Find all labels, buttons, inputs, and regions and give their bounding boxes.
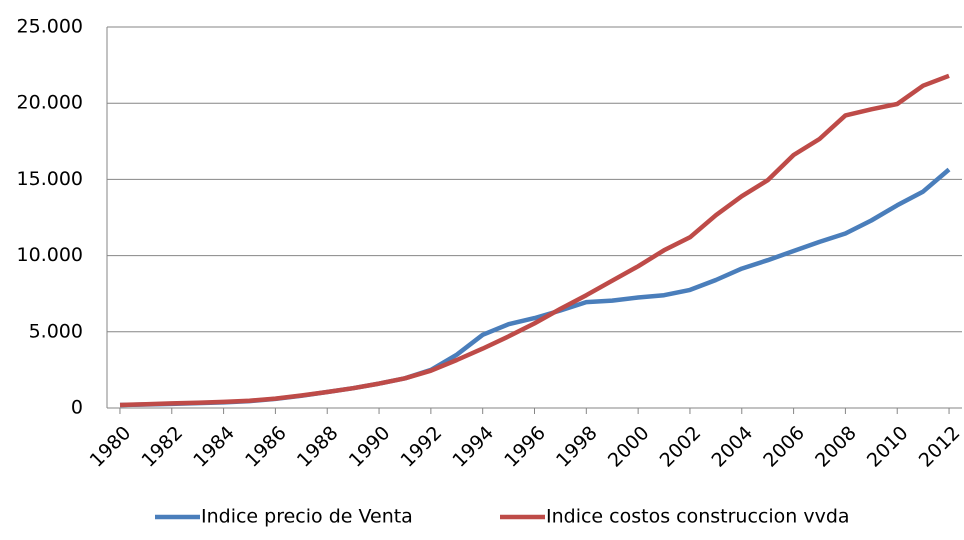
series-line: [119, 73, 950, 408]
x-tick-label: 2008: [811, 422, 861, 472]
y-tick-label: 0: [71, 397, 83, 419]
y-tick-label: 5.000: [29, 320, 83, 342]
x-tick-label: 2012: [915, 422, 964, 472]
y-tick-label: 20.000: [17, 92, 83, 114]
x-tick-label: 2002: [656, 422, 706, 472]
x-tick-label: 2010: [863, 422, 913, 472]
x-tick-label: 1984: [189, 422, 239, 472]
y-tick-label: 25.000: [17, 16, 83, 38]
x-tick-label: 1980: [86, 422, 136, 472]
x-tick-label: 2006: [759, 422, 809, 472]
series-line: [119, 167, 951, 408]
x-tick-label: 2000: [604, 422, 654, 472]
x-tick-label: 1988: [293, 422, 343, 472]
y-tick-label: 10.000: [17, 244, 83, 266]
x-tick-label: 1986: [241, 422, 291, 472]
x-tick-label: 1996: [500, 422, 550, 472]
x-tick-label: 2004: [707, 422, 757, 472]
x-tick-label: 1998: [552, 422, 602, 472]
legend-label: Indice costos construccion vvda: [546, 506, 850, 528]
legend-label: Indice precio de Venta: [201, 506, 413, 528]
x-tick-label: 1994: [448, 422, 498, 472]
x-tick-label: 1982: [137, 422, 187, 472]
y-tick-label: 15.000: [17, 168, 83, 190]
x-tick-label: 1990: [345, 422, 395, 472]
x-tick-label: 1992: [397, 422, 447, 472]
